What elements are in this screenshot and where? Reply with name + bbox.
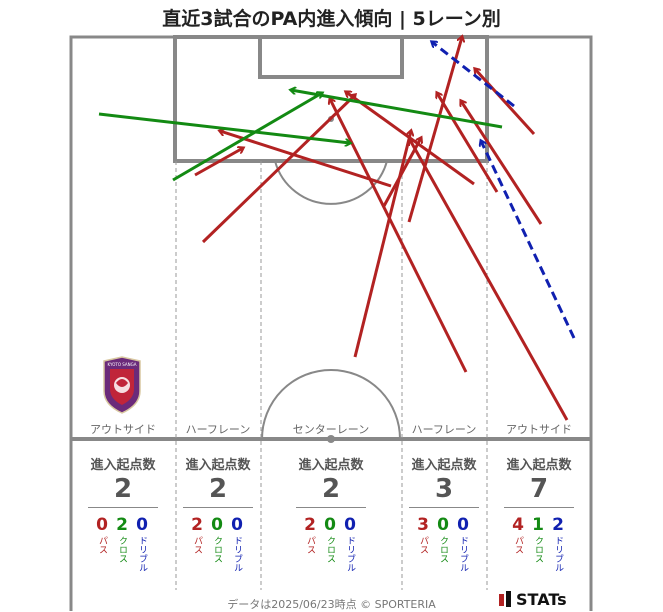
cross-count-value: 0 <box>437 515 449 535</box>
pass-arrow <box>410 140 569 421</box>
entry-arrows <box>98 37 576 421</box>
cross-label: クロス <box>117 536 127 563</box>
pass-arrow <box>407 37 462 223</box>
cross-count: 2 クロス <box>113 515 131 567</box>
cross-label: クロス <box>212 536 222 563</box>
entry-count-heading: 進入起点数 <box>90 458 156 473</box>
pass-count: 0 パス <box>93 515 111 558</box>
stat-divider <box>409 507 479 508</box>
cross-count: 0 クロス <box>208 515 226 567</box>
emblem-text: KYOTO SANGA <box>108 362 137 367</box>
brand-text: STATs <box>516 590 567 609</box>
stat-divider <box>183 507 253 508</box>
pass-count: 2 パス <box>188 515 206 558</box>
pass-count-value: 2 <box>304 515 316 535</box>
pass-arrow <box>194 148 243 177</box>
dribble-count: 0 ドリブル <box>341 515 359 576</box>
dribble-label: ドリブル <box>458 536 468 572</box>
pass-label: パス <box>97 536 107 554</box>
cross-arrow <box>291 90 503 129</box>
dribble-count: 0 ドリブル <box>454 515 472 576</box>
stat-divider <box>296 507 366 508</box>
dribble-arrow <box>432 42 515 108</box>
pass-arrow <box>437 93 499 193</box>
entry-count-total: 2 <box>321 474 341 504</box>
dribble-label: ドリブル <box>232 536 242 572</box>
dribble-arrow <box>481 141 576 339</box>
cross-count: 1 クロス <box>529 515 547 567</box>
entry-count-total: 2 <box>113 474 133 504</box>
lane-label: センターレーン <box>292 423 370 436</box>
pass-arrow <box>220 131 392 188</box>
dribble-label: ドリブル <box>553 536 563 572</box>
cross-arrow <box>98 112 350 143</box>
cross-count: 0 クロス <box>434 515 452 567</box>
pass-arrow <box>346 92 475 186</box>
dribble-count-value: 0 <box>344 515 356 535</box>
penalty-arc <box>274 160 388 205</box>
stats-brand-logo: STATs <box>499 590 567 609</box>
dribble-count: 0 ドリブル <box>228 515 246 576</box>
pass-count-value: 4 <box>512 515 524 535</box>
dribble-count-value: 0 <box>136 515 148 535</box>
lane-label: ハーフレーン <box>185 423 251 436</box>
pass-count: 2 パス <box>301 515 319 558</box>
entry-count-heading: 進入起点数 <box>185 458 251 473</box>
club-emblem: KYOTO SANGA <box>103 356 141 414</box>
entry-count-total: 3 <box>434 474 454 504</box>
stat-divider <box>88 507 158 508</box>
pass-count-value: 0 <box>96 515 108 535</box>
dribble-label: ドリブル <box>137 536 147 572</box>
dribble-count: 0 ドリブル <box>133 515 151 576</box>
pass-label: パス <box>305 536 315 554</box>
pass-label: パス <box>418 536 428 554</box>
footer-credit: データは2025/06/23時点 © SPORTERIA <box>227 598 436 611</box>
pass-arrow <box>475 69 536 136</box>
lane-dividers <box>175 161 488 590</box>
cross-count-value: 0 <box>211 515 223 535</box>
lane-label: アウトサイド <box>90 423 156 436</box>
pass-count-value: 3 <box>417 515 429 535</box>
pass-label: パス <box>192 536 202 554</box>
center-spot <box>327 435 335 443</box>
entry-count-heading: 進入起点数 <box>506 458 572 473</box>
cross-label: クロス <box>533 536 543 563</box>
pass-arrow <box>353 131 411 358</box>
pass-arrow <box>201 95 355 244</box>
page-title: 直近3試合のPA内進入傾向 | 5レーン別 <box>162 8 501 30</box>
pass-count: 3 パス <box>414 515 432 558</box>
cross-arrow <box>172 93 322 182</box>
cross-count: 0 クロス <box>321 515 339 567</box>
pass-arrow <box>382 138 421 207</box>
pass-count: 4 パス <box>509 515 527 558</box>
dribble-count-value: 2 <box>552 515 564 535</box>
cross-count-value: 0 <box>324 515 336 535</box>
dribble-label: ドリブル <box>345 536 355 572</box>
cross-count-value: 1 <box>532 515 544 535</box>
pass-label: パス <box>513 536 523 554</box>
lane-label: アウトサイド <box>506 423 572 436</box>
center-circle <box>261 369 401 440</box>
lane-label: ハーフレーン <box>411 423 477 436</box>
cross-label: クロス <box>438 536 448 563</box>
dribble-count-value: 0 <box>457 515 469 535</box>
dribble-count: 2 ドリブル <box>549 515 567 576</box>
goal-area <box>258 35 404 79</box>
entry-count-total: 7 <box>529 474 549 504</box>
entry-count-heading: 進入起点数 <box>298 458 364 473</box>
cross-count-value: 2 <box>116 515 128 535</box>
pass-count-value: 2 <box>191 515 203 535</box>
cross-label: クロス <box>325 536 335 563</box>
entry-count-total: 2 <box>208 474 228 504</box>
pass-arrow <box>330 99 468 373</box>
dribble-count-value: 0 <box>231 515 243 535</box>
stat-divider <box>504 507 574 508</box>
entry-count-heading: 進入起点数 <box>411 458 477 473</box>
